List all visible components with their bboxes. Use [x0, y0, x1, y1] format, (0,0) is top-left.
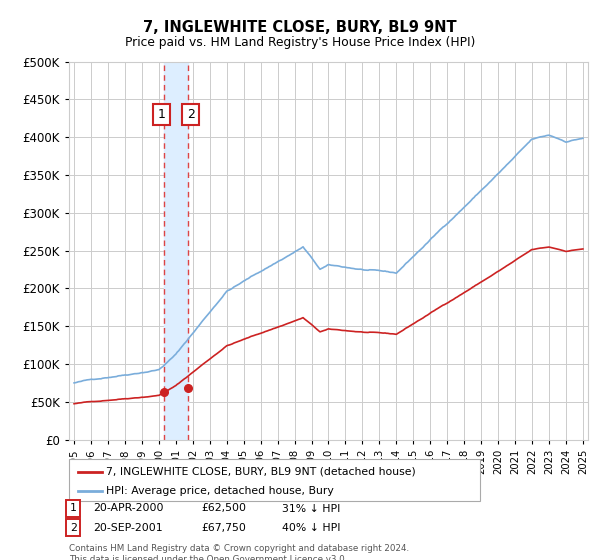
Text: 1: 1 [70, 503, 77, 514]
Text: £62,500: £62,500 [201, 503, 246, 514]
Text: 2: 2 [187, 108, 194, 121]
Text: 40% ↓ HPI: 40% ↓ HPI [282, 522, 341, 533]
Text: £67,750: £67,750 [201, 522, 246, 533]
Text: 31% ↓ HPI: 31% ↓ HPI [282, 503, 340, 514]
Text: Price paid vs. HM Land Registry's House Price Index (HPI): Price paid vs. HM Land Registry's House … [125, 36, 475, 49]
Text: HPI: Average price, detached house, Bury: HPI: Average price, detached house, Bury [106, 486, 334, 496]
Bar [164, 62, 188, 440]
Text: 7, INGLEWHITE CLOSE, BURY, BL9 9NT: 7, INGLEWHITE CLOSE, BURY, BL9 9NT [143, 20, 457, 35]
Text: 2: 2 [70, 522, 77, 533]
Text: 20-APR-2000: 20-APR-2000 [93, 503, 163, 514]
Text: Contains HM Land Registry data © Crown copyright and database right 2024.
This d: Contains HM Land Registry data © Crown c… [69, 544, 409, 560]
Text: 7, INGLEWHITE CLOSE, BURY, BL9 9NT (detached house): 7, INGLEWHITE CLOSE, BURY, BL9 9NT (deta… [106, 467, 416, 477]
Text: 1: 1 [157, 108, 166, 121]
Text: 20-SEP-2001: 20-SEP-2001 [93, 522, 163, 533]
